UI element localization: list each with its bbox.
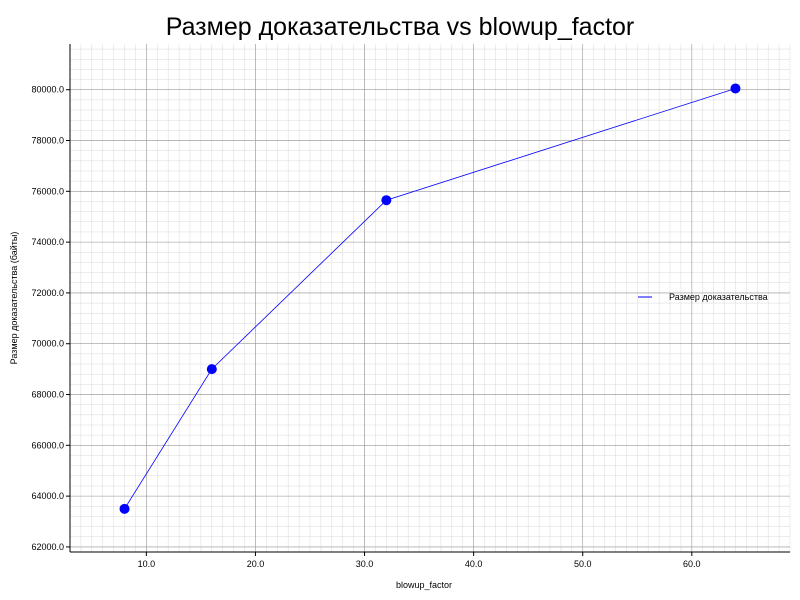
axes: [69, 44, 790, 553]
y-tick-label: 72000.0: [31, 288, 64, 298]
x-ticks: 10.0 20.0 30.0 40.0 50.0 60.0: [138, 552, 701, 569]
y-tick-label: 68000.0: [31, 390, 64, 400]
x-tick-label: 40.0: [465, 559, 483, 569]
chart-title: Размер доказательства vs blowup_factor: [166, 13, 635, 41]
data-point: [381, 195, 392, 206]
x-tick-label: 50.0: [574, 559, 592, 569]
data-point: [730, 83, 741, 94]
y-tick-label: 80000.0: [31, 85, 64, 95]
data-point: [119, 503, 130, 514]
y-tick-label: 64000.0: [31, 491, 64, 501]
y-tick-label: 66000.0: [31, 440, 64, 450]
legend: Размер доказательства: [638, 292, 768, 302]
y-axis-label: Размер доказательства (байты): [9, 232, 19, 365]
x-axis-label: blowup_factor: [396, 580, 452, 590]
minor-grid: [69, 44, 791, 552]
y-tick-label: 78000.0: [31, 136, 64, 146]
data-point: [206, 364, 217, 375]
x-tick-label: 10.0: [138, 559, 156, 569]
y-tick-label: 74000.0: [31, 237, 64, 247]
legend-label: Размер доказательства: [669, 292, 768, 302]
x-tick-label: 60.0: [683, 559, 701, 569]
x-tick-label: 30.0: [356, 559, 374, 569]
major-grid: [70, 44, 790, 552]
y-tick-label: 76000.0: [31, 186, 64, 196]
y-ticks: 62000.0 64000.0 66000.0 68000.0 70000.0 72000…: [31, 85, 70, 552]
series-layer: [119, 83, 741, 514]
y-tick-label: 70000.0: [31, 339, 64, 349]
x-tick-label: 20.0: [247, 559, 265, 569]
y-tick-label: 62000.0: [31, 542, 64, 552]
series-line: [124, 88, 736, 510]
